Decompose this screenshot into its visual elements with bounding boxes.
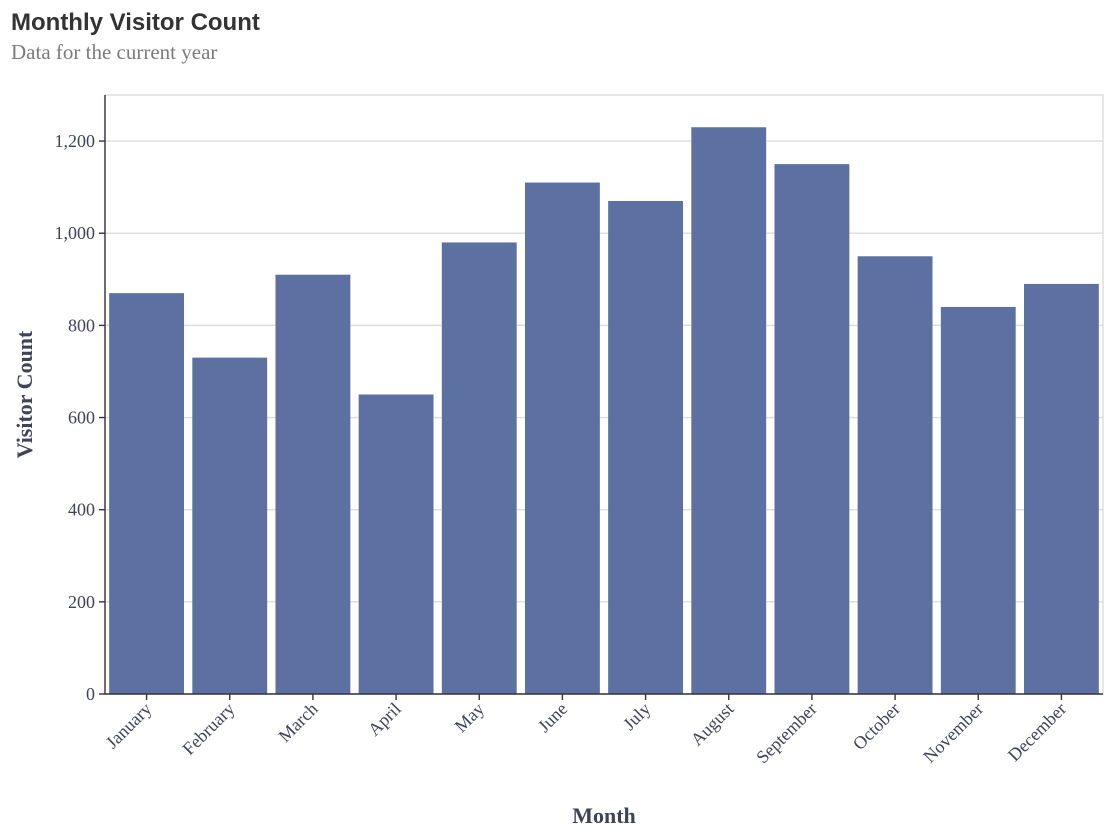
- x-tick-label: February: [178, 699, 238, 759]
- bars: [109, 127, 1099, 695]
- x-tick-label: October: [849, 699, 904, 754]
- chart-title: Monthly Visitor Count: [11, 9, 260, 36]
- x-tick-label: August: [687, 699, 738, 750]
- x-axis-title: Month: [572, 803, 636, 828]
- chart-subtitle: Data for the current year: [11, 40, 217, 64]
- bar-june: [524, 182, 600, 695]
- x-tick-label: May: [451, 699, 488, 736]
- bar-march: [275, 274, 351, 694]
- bar-october: [857, 256, 933, 694]
- x-tick-label: January: [102, 699, 156, 753]
- x-tick-label: April: [364, 699, 405, 740]
- y-tick-label: 0: [86, 684, 95, 704]
- bar-april: [358, 394, 434, 694]
- y-gridlines: [105, 140, 1103, 603]
- x-tick-label: March: [274, 699, 321, 746]
- y-tick-label: 400: [68, 500, 95, 520]
- bar-november: [940, 306, 1016, 694]
- bar-may: [441, 242, 517, 694]
- y-tick-label: 1,000: [55, 223, 96, 243]
- x-tick-label: September: [752, 699, 821, 768]
- x-tick-label: June: [534, 699, 571, 736]
- y-axis-title: Visitor Count: [12, 330, 37, 458]
- bar-september: [774, 164, 850, 695]
- bar-december: [1023, 283, 1099, 694]
- bar-july: [608, 200, 684, 694]
- x-tick-label: December: [1004, 699, 1070, 765]
- y-tick-label: 800: [68, 315, 95, 335]
- x-tick-label: July: [619, 699, 654, 734]
- bar-february: [192, 357, 268, 694]
- y-axis-ticks: 0 200 400 600 800 1,000 1,200: [55, 131, 105, 704]
- bar-january: [109, 293, 185, 694]
- x-tick-label: November: [919, 699, 987, 767]
- x-axis-ticks: January February March April May June July Augu…: [102, 694, 1070, 768]
- bar-august: [691, 127, 767, 694]
- y-tick-label: 1,200: [55, 131, 96, 151]
- y-tick-label: 600: [68, 408, 95, 428]
- plot-area: 0 200 400 600 800 1,000 1,200 January February M…: [55, 94, 1104, 768]
- y-tick-label: 200: [68, 592, 95, 612]
